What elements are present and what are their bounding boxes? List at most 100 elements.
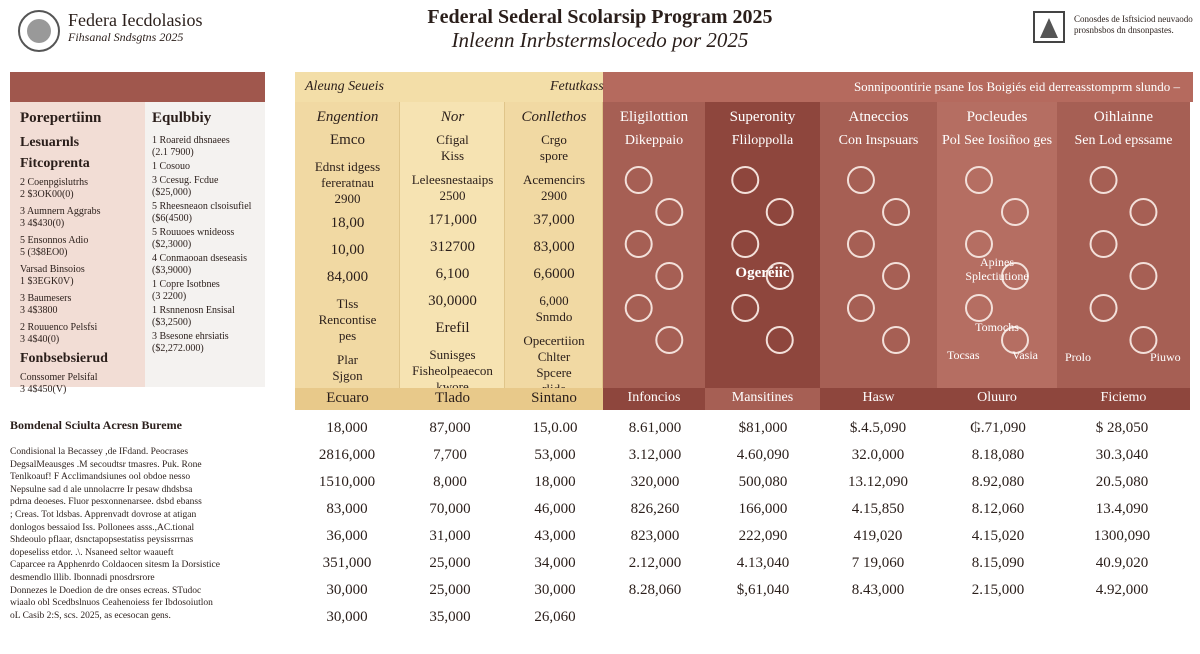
cell-text: 30,0000 [428, 293, 477, 309]
cell-text: Sunisges [429, 347, 476, 362]
table-cell: 3.12,000 [628, 447, 682, 463]
table-cell: 43,000 [534, 528, 576, 544]
red-column [603, 102, 705, 410]
left-item: 3 Bsesone ehrsiatis [152, 331, 229, 342]
cell-text: Fisheolpeaecon [412, 363, 493, 378]
left-item: 1 $3EGK0V) [20, 276, 74, 287]
left-item: 2 $3OK00(0) [20, 189, 74, 200]
table-cell: 35,000 [429, 609, 471, 625]
column-footer: Infoncios [603, 388, 705, 410]
table-cell: 166,000 [738, 501, 788, 517]
table-cell: $ 28,050 [1095, 420, 1149, 436]
table-cell: 2.12,000 [628, 555, 682, 571]
left-item: 3 Aumnern Aggrabs [20, 206, 101, 217]
column-footer: Tlado [400, 388, 505, 410]
note-line: Conosdes de Isftsiciod neuvaodo [1074, 14, 1193, 24]
subtitle: Inleenn Inrbstermslocedo por 2025 [451, 28, 749, 52]
left-item: ($2,272.000) [152, 343, 204, 354]
cell-text: Erefil [435, 320, 470, 336]
table-cell: 13.12,090 [848, 474, 908, 490]
left-item: ($6(4500) [152, 213, 192, 224]
column-footer: Mansitines [705, 388, 820, 410]
paragraph-line: Nepsulne sad d ale unnolacrre Ir pesaw d… [10, 484, 193, 495]
column-note: Prolo [1065, 350, 1092, 364]
column-sub: Fliloppolla [731, 133, 794, 148]
table-cell: 8.18,080 [971, 447, 1025, 463]
paragraph-line: Caparcee ra Apphenrdo Coldaocen sitesm I… [10, 560, 220, 571]
left-item-bold: Fonbsebsierud [20, 351, 108, 366]
left-item-bold: Fitcoprenta [20, 156, 90, 171]
table-cell: 4.15,850 [851, 501, 905, 517]
column-note: Apines [980, 255, 1014, 269]
column-note: Vasia [1012, 348, 1038, 362]
paragraph-line: donlogos bessaiod Iss. Pollonees asss.,A… [10, 522, 195, 533]
logo-seal [18, 10, 60, 52]
paragraph-line: pdrna deoeses. Fluor pesxonnenarsee. dsb… [10, 497, 202, 508]
left-item-bold: Lesuarnls [20, 135, 80, 150]
table-cell: 20.5,080 [1095, 474, 1149, 490]
table-cell: 4.13,040 [736, 555, 790, 571]
table-cell: 83,000 [326, 501, 368, 517]
table-cell: 70,000 [429, 501, 471, 517]
paragraph-line: desmendlo lllib. Ibonnadi pnosdrsrore [10, 573, 155, 583]
column-heading: Superonity [729, 109, 796, 125]
table-cell: $.4.5,090 [849, 420, 907, 436]
paragraph-line: Shdeoulo pflaar, dsnctapopsestatiss peys… [10, 535, 194, 546]
table-cell: 826,260 [630, 501, 680, 517]
title: Federal Sederal Scolarsip Program 2025 [427, 6, 773, 28]
logo-subtitle: Fihsanal Sndsgtns 2025 [68, 30, 184, 44]
left-item: 4 Conmaooan dseseasis [152, 253, 247, 264]
paragraph-line: DegsalMeausges .M secoudtsr tmasres. Puk… [10, 459, 202, 470]
table-cell: 4.15,020 [971, 528, 1025, 544]
cell-text: Snmdo [535, 309, 573, 324]
table-cell: 7 19,060 [851, 555, 905, 571]
left-item: 3 4$40(0) [20, 334, 60, 345]
column-note: Piuwo [1150, 350, 1181, 364]
left-item: 5 Ensonnos Adio [20, 235, 89, 246]
left-item: 3 4$3800 [20, 305, 58, 316]
column-heading: Conllethos [521, 109, 587, 125]
paragraph-line: Condisional la Becassey ,de IFdand. Peoc… [10, 447, 189, 457]
table-cell: $81,000 [738, 420, 788, 436]
column-heading: Oihlainne [1093, 109, 1154, 125]
left-item: (2.1 7900) [152, 147, 194, 158]
column-footer: Hasw [820, 388, 937, 410]
red-column [705, 102, 820, 410]
right-note: Conosdes de Isftsiciod neuvaodo prosnbsbo… [1074, 14, 1193, 36]
table-cell: 1300,090 [1093, 528, 1151, 544]
table-cell: 34,000 [534, 555, 576, 571]
cell-text: Cfigal [436, 132, 469, 147]
column-sub: Pol See Iosiñoo ges [941, 133, 1053, 148]
cell-text: 312700 [430, 239, 475, 255]
cell-text: Kiss [440, 148, 465, 163]
table-cell: 320,000 [630, 474, 680, 490]
cell-text: Acemencirs [522, 172, 586, 187]
cell-text: Plar [337, 352, 358, 367]
cell-text: fereratnau [321, 175, 374, 190]
yellow-header-text: Fetutkass [550, 79, 604, 94]
cell-text: 37,000 [533, 212, 575, 228]
left-item: 1 Cosouo [152, 161, 191, 172]
left-col-bg [145, 102, 265, 387]
column-note: Ogeréiic [735, 265, 790, 281]
column-footer: Oluuro [937, 388, 1057, 410]
cell-text: 171,000 [428, 212, 477, 228]
paragraph-line: Donnezes le Doedion de dre onses ecreas.… [10, 585, 202, 596]
left-item: Varsad Binsoios [20, 264, 85, 275]
red-column [937, 102, 1057, 410]
table-cell: ₲.71,090 [970, 420, 1026, 436]
cell-text: spore [539, 148, 569, 163]
table-cell: 1510,000 [318, 474, 376, 490]
note-line: prosnbsbos dn dnsonpastes. [1074, 25, 1174, 35]
paragraph-line: Tenlkoauf! F Acclimandsiunes ool obdoe n… [10, 472, 191, 483]
left-item: 5 Rouuoes wnideoss [152, 227, 235, 238]
table-cell: 36,000 [326, 528, 368, 544]
table-cell: 2816,000 [318, 447, 376, 463]
left-item: 1 Rsnnenosn Ensisal [152, 305, 235, 316]
cell-text: 2500 [439, 188, 466, 203]
cell-text: Rencontise [318, 312, 377, 327]
table-cell: 53,000 [534, 447, 576, 463]
table-cell: 823,000 [630, 528, 680, 544]
cell-text: 6,100 [435, 266, 470, 282]
column-heading: Atneccios [848, 109, 909, 125]
